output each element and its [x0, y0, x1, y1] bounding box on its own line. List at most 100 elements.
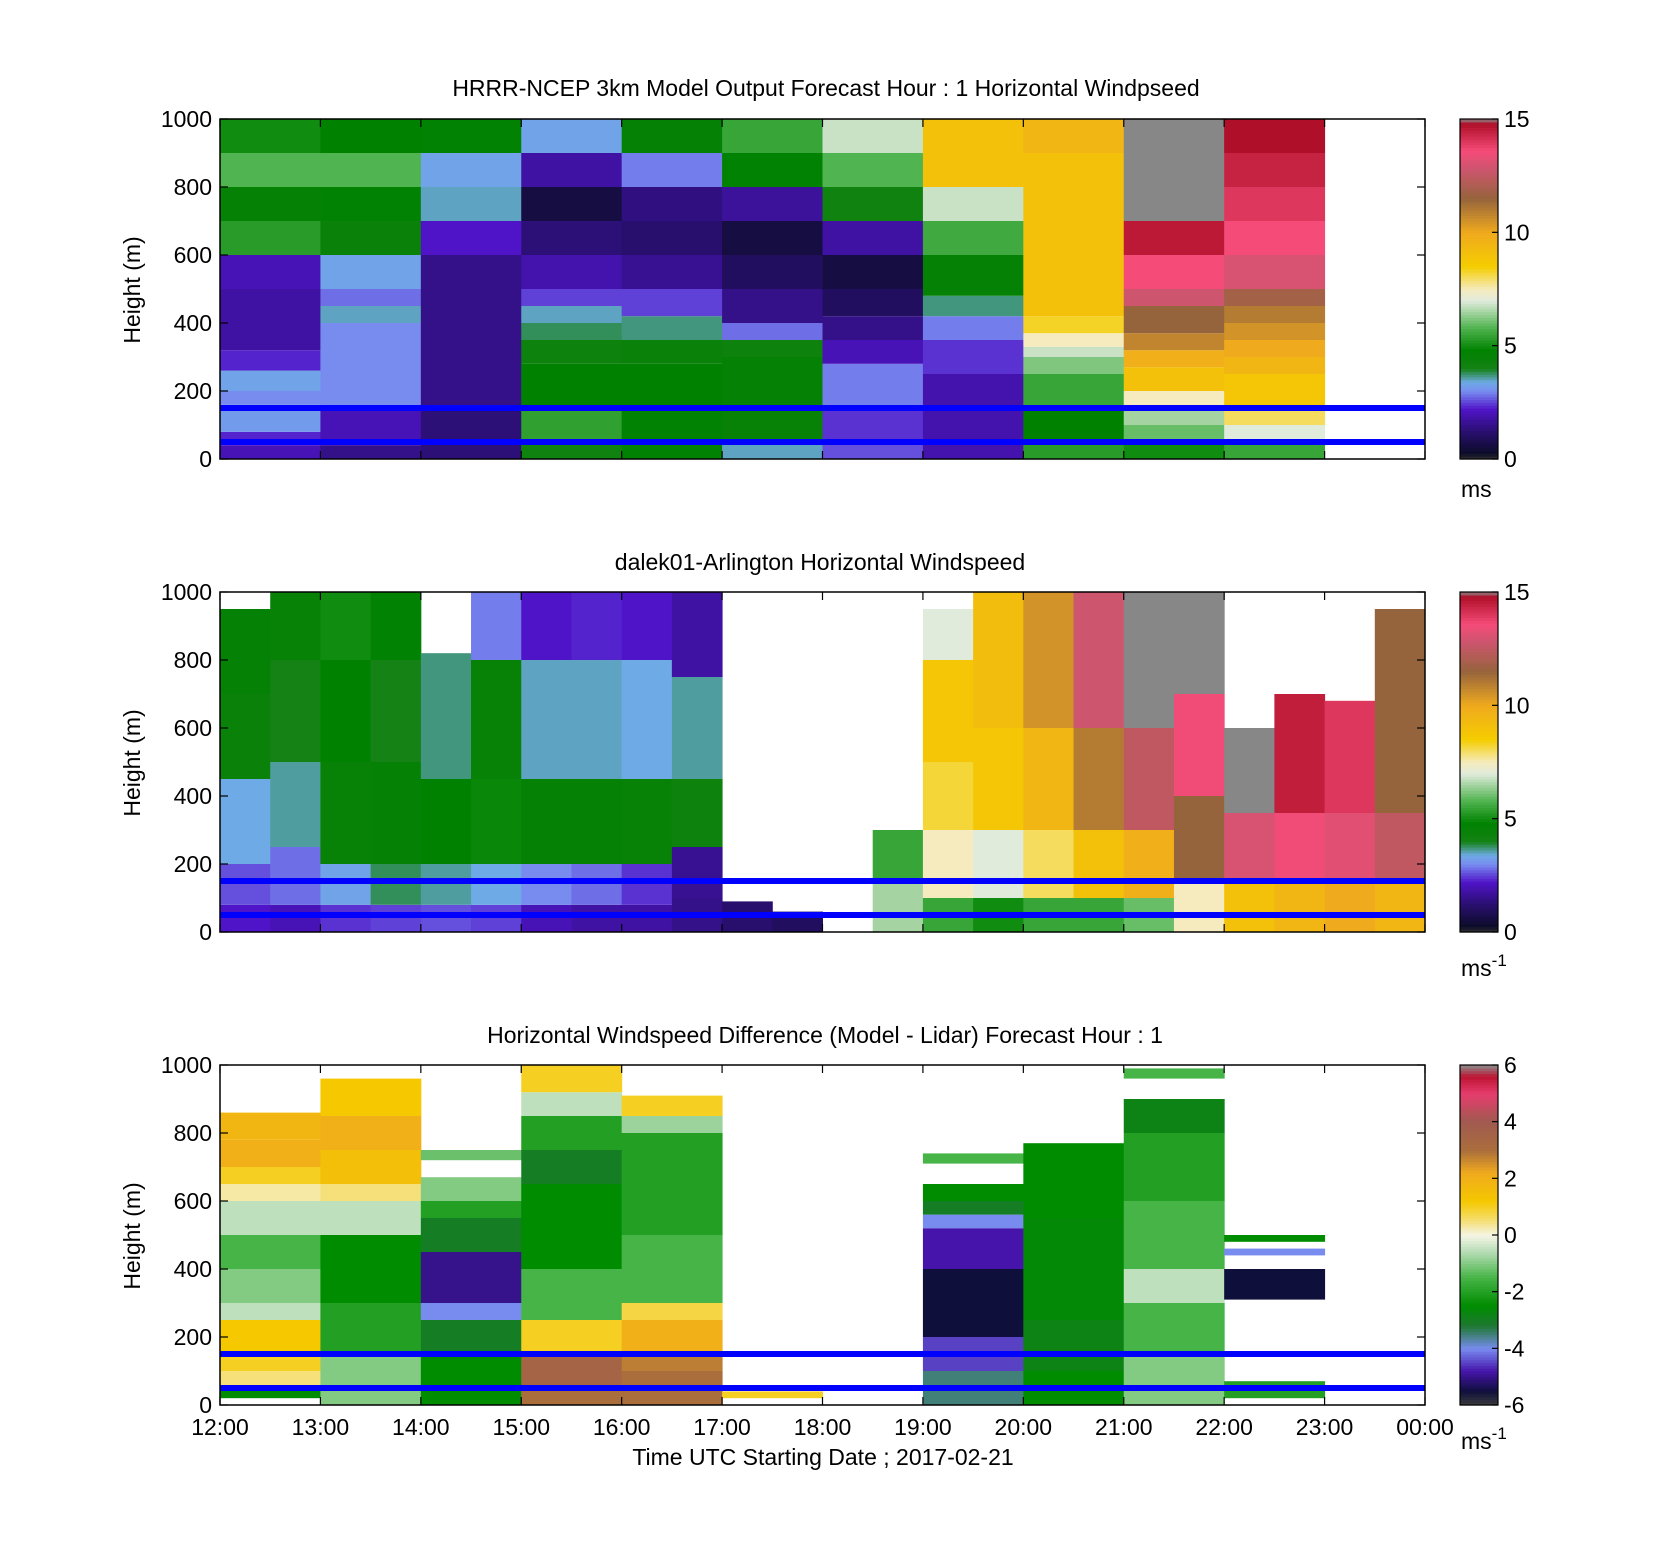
heatmap-cell: [1224, 425, 1326, 442]
heatmap-cell: [922, 1228, 1024, 1269]
axis-ticks: 0 200 400 600 800 1000: [161, 106, 1426, 472]
heatmap-cell: [270, 847, 321, 905]
x-tick-label: 17:00: [693, 1414, 751, 1440]
heatmap-cell: [420, 1218, 522, 1252]
heatmap-cell: [1324, 700, 1376, 813]
colorbar-segment: [1460, 1067, 1498, 1072]
heatmap-cell: [420, 653, 472, 779]
colorbar-segment: [1460, 204, 1498, 208]
heatmap-cell: [370, 592, 422, 660]
colorbar-segment: [1460, 189, 1498, 194]
colorbar-segment: [1460, 1308, 1498, 1313]
colorbar-segment: [1460, 430, 1498, 435]
heatmap-cell: [621, 1320, 723, 1354]
colorbar-segment: [1460, 357, 1498, 361]
heatmap-cell: [420, 1252, 522, 1303]
colorbar-segment: [1460, 385, 1498, 389]
heatmap-cell: [370, 660, 422, 762]
heatmap-cell: [922, 660, 974, 762]
colorbar-segment: [1460, 1351, 1498, 1355]
heatmap-cell: [922, 187, 1024, 221]
colorbar-segment: [1460, 422, 1498, 426]
colorbar-segment: [1460, 351, 1498, 355]
colorbar-segment: [1460, 807, 1498, 811]
colorbar-segment: [1460, 674, 1498, 678]
heatmap-cell: [1224, 442, 1326, 459]
colorbar-segment: [1460, 677, 1498, 681]
colorbar-segment: [1460, 1280, 1498, 1284]
colorbar-segment: [1460, 175, 1498, 180]
colorbar-segment: [1460, 1152, 1498, 1157]
heatmap-cell: [621, 1303, 723, 1320]
heatmap-cell: [922, 1184, 1024, 1201]
colorbar-segment: [1460, 1155, 1498, 1160]
heatmap-cell: [671, 677, 723, 779]
heatmap-cell: [822, 289, 924, 317]
colorbar-segment: [1460, 654, 1498, 658]
colorbar-segment: [1460, 1104, 1498, 1109]
heatmap-cell: [521, 1269, 623, 1320]
colorbar-segment: [1460, 750, 1498, 755]
y-axis-label: Height (m): [119, 709, 145, 816]
heatmap-cell: [722, 221, 823, 255]
heatmap-cell: [1374, 881, 1426, 932]
colorbar-segment: [1460, 1249, 1498, 1253]
colorbar-segment: [1460, 201, 1498, 205]
colorbar-segment: [1460, 1186, 1498, 1191]
colorbar-segment: [1460, 365, 1498, 369]
colorbar-segment: [1460, 926, 1498, 930]
colorbar-frame: [1459, 118, 1499, 460]
colorbar-segment: [1460, 909, 1498, 913]
colorbar-tick-label: 15: [1504, 106, 1530, 132]
heatmap-cell: [1123, 728, 1175, 830]
heatmap-cell: [521, 904, 572, 932]
colorbar-segment: [1460, 164, 1498, 168]
colorbar-segment: [1460, 1181, 1498, 1185]
colorbar-segment: [1460, 1317, 1498, 1321]
colorbar-segment: [1460, 600, 1498, 604]
heatmap-cell: [822, 153, 924, 187]
heatmap-cell: [922, 340, 1024, 374]
y-tick-label: 600: [174, 715, 212, 741]
colorbar-segment: [1460, 1096, 1498, 1100]
heatmap-cell: [922, 1201, 1024, 1215]
colorbar-segment: [1460, 844, 1498, 848]
colorbar-segment: [1460, 393, 1498, 398]
heatmap-cell: [521, 864, 572, 905]
colorbar-segment: [1460, 1147, 1498, 1151]
colorbar-segment: [1460, 263, 1498, 267]
colorbar-segment: [1460, 671, 1498, 675]
colorbar-segment: [1460, 399, 1498, 403]
heatmap-cell: [1123, 1133, 1225, 1201]
heatmap-cell: [1123, 1354, 1225, 1405]
colorbar-segment: [1460, 291, 1498, 296]
y-tick-label: 200: [174, 851, 212, 877]
heatmap-cell: [1123, 306, 1225, 334]
y-tick-label: 400: [174, 310, 212, 336]
colorbar-segment: [1460, 1348, 1498, 1352]
colorbar-segment: [1460, 915, 1498, 919]
colorbar-segment: [1460, 280, 1498, 284]
colorbar-segment: [1460, 898, 1498, 902]
colorbar-segment: [1460, 410, 1498, 415]
colorbar-segment: [1460, 342, 1498, 347]
heatmap-cell: [420, 153, 522, 187]
heatmap-cell: [1274, 813, 1326, 881]
colorbar-segment: [1460, 1371, 1498, 1375]
heatmap-cell: [571, 864, 623, 905]
colorbar-segment: [1460, 340, 1498, 344]
x-axis-label: Time UTC Starting Date ; 2017-02-21: [632, 1444, 1013, 1470]
heatmap-cell: [1374, 813, 1426, 881]
heatmap-cell: [1224, 255, 1326, 289]
colorbar-segment: [1460, 832, 1498, 837]
heatmap-cell: [1324, 881, 1376, 932]
colorbar-frame: [1459, 591, 1499, 933]
colorbar-segment: [1460, 243, 1498, 248]
heatmap-cell: [521, 255, 623, 289]
heatmap-cell: [320, 306, 422, 323]
colorbar-segment: [1460, 1178, 1498, 1182]
colorbar-segment: [1460, 1079, 1498, 1083]
heatmap-cell: [521, 1388, 623, 1405]
heatmap-cell: [220, 445, 321, 459]
